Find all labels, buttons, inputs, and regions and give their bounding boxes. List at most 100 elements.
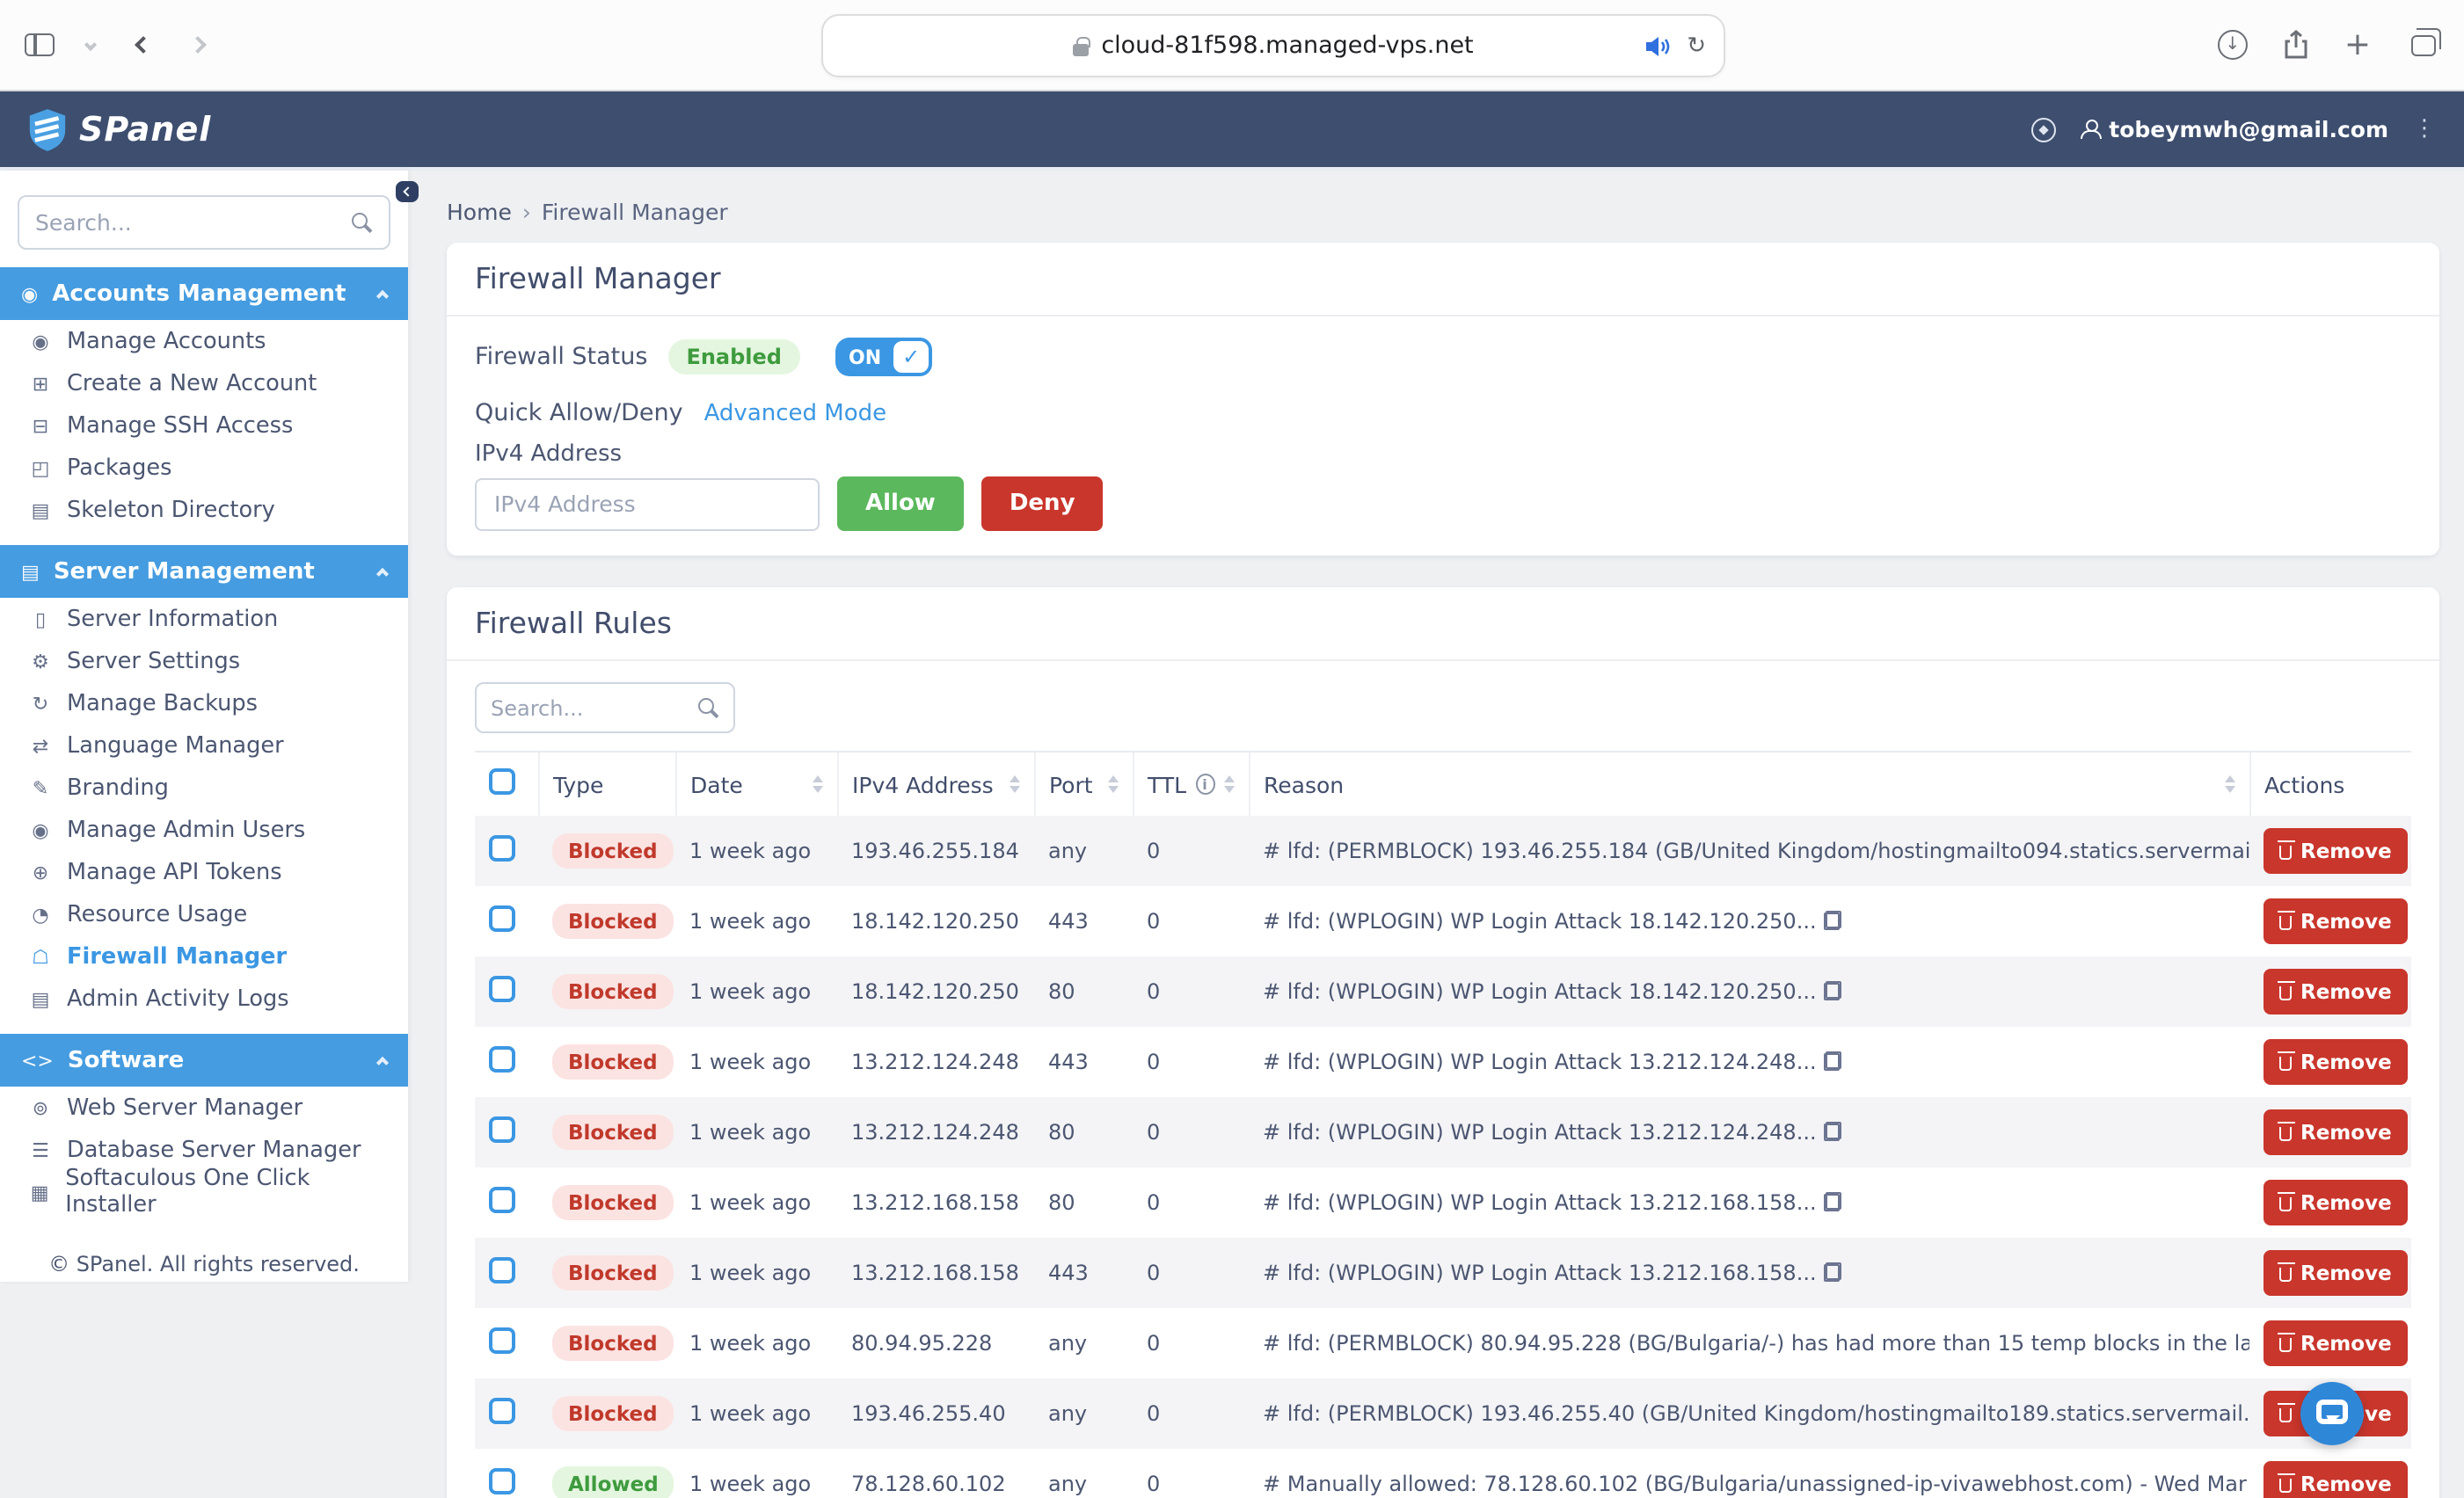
chevron-down-icon[interactable] bbox=[84, 39, 97, 51]
row-checkbox[interactable] bbox=[489, 1046, 515, 1073]
remove-button[interactable]: Remove bbox=[2264, 1039, 2408, 1085]
sidebar-item-manage-admin-users[interactable]: ◉Manage Admin Users bbox=[0, 809, 408, 851]
sidebar-item-server-settings[interactable]: ⚙Server Settings bbox=[0, 640, 408, 682]
row-checkbox[interactable] bbox=[489, 1327, 515, 1354]
sidebar-toggle-icon[interactable] bbox=[25, 33, 55, 56]
remove-button[interactable]: Remove bbox=[2264, 828, 2408, 874]
remove-button[interactable]: Remove bbox=[2264, 1461, 2408, 1498]
chat-widget-button[interactable] bbox=[2300, 1382, 2364, 1445]
rules-search[interactable] bbox=[475, 682, 735, 733]
ipv4-address-input[interactable] bbox=[475, 477, 820, 530]
tabs-overview-icon[interactable] bbox=[2411, 34, 2436, 55]
copy-icon[interactable] bbox=[1824, 981, 1841, 1000]
sort-icon[interactable] bbox=[1009, 775, 1019, 793]
sidebar-section-accounts-management[interactable]: ◉Accounts Management bbox=[0, 267, 408, 320]
table-row: Blocked1 week ago193.46.255.40any0# lfd:… bbox=[475, 1378, 2411, 1449]
ip-cell: 18.142.120.250 bbox=[837, 956, 1034, 1027]
column-header-date[interactable]: Date bbox=[675, 752, 837, 816]
row-checkbox[interactable] bbox=[489, 976, 515, 1002]
copy-icon[interactable] bbox=[1824, 911, 1841, 930]
sidebar-collapse-button[interactable] bbox=[396, 181, 419, 202]
sort-icon[interactable] bbox=[1223, 775, 1234, 793]
shield-icon: ☖ bbox=[28, 945, 53, 968]
ttl-cell: 0 bbox=[1133, 1167, 1249, 1238]
sidebar-item-database-server-manager[interactable]: ☰Database Server Manager bbox=[0, 1129, 408, 1171]
sort-icon[interactable] bbox=[2224, 775, 2234, 793]
audio-icon[interactable] bbox=[1644, 34, 1671, 57]
copy-icon[interactable] bbox=[1824, 1051, 1841, 1071]
toggle-knob-check-icon: ✓ bbox=[890, 338, 932, 376]
rules-title: Firewall Rules bbox=[447, 587, 2439, 661]
breadcrumb-home[interactable]: Home bbox=[447, 199, 512, 225]
row-checkbox[interactable] bbox=[489, 1468, 515, 1494]
info-icon[interactable]: i bbox=[1195, 774, 1214, 795]
advanced-mode-link[interactable]: Advanced Mode bbox=[704, 400, 887, 426]
row-checkbox[interactable] bbox=[489, 1116, 515, 1143]
remove-button[interactable]: Remove bbox=[2264, 898, 2408, 944]
sidebar-item-softaculous-one-click-installer[interactable]: ▦Softaculous One Click Installer bbox=[0, 1171, 408, 1213]
sidebar-item-manage-backups[interactable]: ↻Manage Backups bbox=[0, 682, 408, 724]
sidebar-item-create-a-new-account[interactable]: ⊞Create a New Account bbox=[0, 362, 408, 404]
sidebar-item-firewall-manager[interactable]: ☖Firewall Manager bbox=[0, 935, 408, 978]
reason-cell: # lfd: (WPLOGIN) WP Login Attack 13.212.… bbox=[1249, 1097, 2249, 1167]
address-bar[interactable]: cloud-81f598.managed-vps.net ↻ bbox=[821, 14, 1725, 77]
ttl-cell: 0 bbox=[1133, 816, 1249, 886]
select-all-checkbox[interactable] bbox=[489, 768, 515, 795]
copy-icon[interactable] bbox=[1824, 1262, 1841, 1282]
trash-icon bbox=[2279, 846, 2292, 860]
sidebar-item-server-information[interactable]: ▯Server Information bbox=[0, 598, 408, 640]
row-checkbox[interactable] bbox=[489, 835, 515, 862]
sidebar-item-resource-usage[interactable]: ◔Resource Usage bbox=[0, 893, 408, 935]
column-header-ttl[interactable]: TTLi bbox=[1133, 752, 1249, 816]
column-header-ipv4-address[interactable]: IPv4 Address bbox=[837, 752, 1034, 816]
sidebar-item-manage-ssh-access[interactable]: ⊟Manage SSH Access bbox=[0, 404, 408, 447]
allow-button[interactable]: Allow bbox=[837, 476, 964, 531]
row-checkbox[interactable] bbox=[489, 905, 515, 932]
remove-button[interactable]: Remove bbox=[2264, 1180, 2408, 1225]
back-icon[interactable] bbox=[135, 36, 152, 54]
sidebar-item-web-server-manager[interactable]: ⊚Web Server Manager bbox=[0, 1087, 408, 1129]
server-icon: ▤ bbox=[21, 560, 40, 583]
app-header: SPanel tobeymwh@gmail.com ⋮ bbox=[0, 91, 2464, 171]
new-tab-icon[interactable]: + bbox=[2344, 29, 2371, 61]
column-label: IPv4 Address bbox=[852, 771, 994, 797]
kebab-menu-icon[interactable]: ⋮ bbox=[2413, 116, 2436, 142]
sidebar-item-skeleton-directory[interactable]: ▤Skeleton Directory bbox=[0, 489, 408, 531]
copy-icon[interactable] bbox=[1824, 1122, 1841, 1141]
remove-button[interactable]: Remove bbox=[2264, 1320, 2408, 1366]
spanel-logo[interactable]: SPanel bbox=[28, 106, 211, 152]
sidebar-search-input[interactable] bbox=[35, 209, 352, 236]
deny-button[interactable]: Deny bbox=[981, 476, 1104, 531]
sidebar-item-manage-api-tokens[interactable]: ⊕Manage API Tokens bbox=[0, 851, 408, 893]
copy-icon[interactable] bbox=[1824, 1192, 1841, 1211]
table-row: Blocked1 week ago18.142.120.250800# lfd:… bbox=[475, 956, 2411, 1027]
reload-icon[interactable]: ↻ bbox=[1687, 33, 1706, 59]
sidebar-item-label: Server Information bbox=[67, 606, 278, 632]
sort-icon[interactable] bbox=[1107, 775, 1118, 793]
sidebar-section-server-management[interactable]: ▤Server Management bbox=[0, 545, 408, 598]
download-icon[interactable]: ↓ bbox=[2218, 30, 2248, 60]
compass-icon[interactable] bbox=[2031, 117, 2056, 142]
sidebar-item-admin-activity-logs[interactable]: ▤Admin Activity Logs bbox=[0, 978, 408, 1020]
row-checkbox[interactable] bbox=[489, 1257, 515, 1283]
row-checkbox[interactable] bbox=[489, 1398, 515, 1424]
sidebar-item-manage-accounts[interactable]: ◉Manage Accounts bbox=[0, 320, 408, 362]
date-cell: 1 week ago bbox=[675, 1308, 837, 1378]
rules-search-input[interactable] bbox=[491, 695, 667, 720]
firewall-toggle[interactable]: ON ✓ bbox=[835, 338, 932, 376]
sidebar-section-software[interactable]: <>Software bbox=[0, 1034, 408, 1087]
column-header-reason[interactable]: Reason bbox=[1249, 752, 2249, 816]
remove-button[interactable]: Remove bbox=[2264, 969, 2408, 1014]
account-menu[interactable]: tobeymwh@gmail.com bbox=[2081, 116, 2388, 142]
row-checkbox[interactable] bbox=[489, 1187, 515, 1213]
sidebar-search[interactable] bbox=[18, 195, 390, 250]
chevron-up-icon bbox=[376, 290, 389, 302]
remove-button[interactable]: Remove bbox=[2264, 1109, 2408, 1155]
sort-icon[interactable] bbox=[812, 775, 822, 793]
column-header-port[interactable]: Port bbox=[1034, 752, 1133, 816]
sidebar-item-branding[interactable]: ✎Branding bbox=[0, 767, 408, 809]
sidebar-item-language-manager[interactable]: ⇄Language Manager bbox=[0, 724, 408, 767]
share-icon[interactable] bbox=[2283, 30, 2309, 60]
sidebar-item-packages[interactable]: ◰Packages bbox=[0, 447, 408, 489]
remove-button[interactable]: Remove bbox=[2264, 1250, 2408, 1296]
